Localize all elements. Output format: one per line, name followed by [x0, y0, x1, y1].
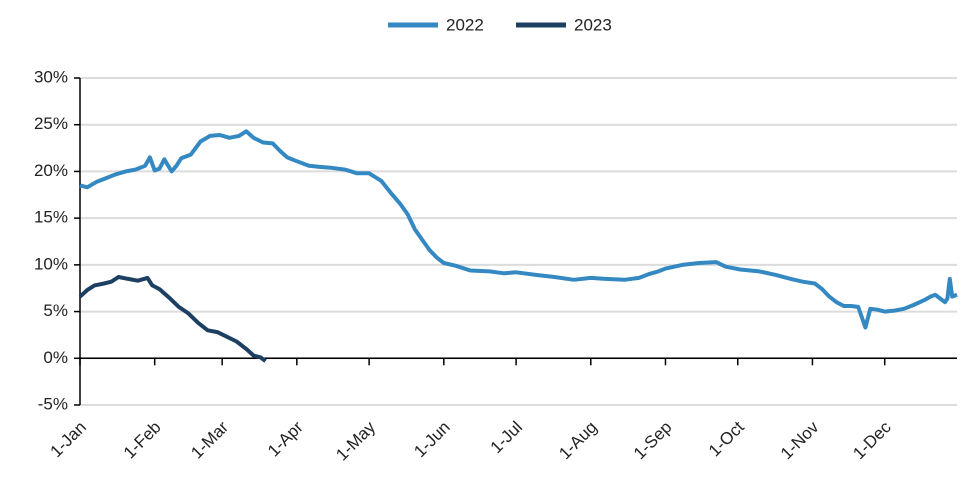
x-tick-label: 1-Sep [630, 418, 676, 464]
x-tick-label: 1-Aug [555, 418, 601, 464]
x-tick-label: 1-Jan [46, 418, 90, 462]
y-tick-label: -5% [38, 394, 68, 413]
x-tick-label: 1-Apr [264, 417, 307, 460]
legend-label: 2022 [446, 15, 484, 34]
x-tick-label: 1-May [332, 417, 379, 464]
y-tick-label: 30% [34, 67, 68, 86]
x-tick-label: 1-Jul [487, 418, 526, 457]
y-tick-label: 15% [34, 208, 68, 227]
x-tick-label: 1-Feb [120, 418, 165, 463]
y-tick-label: 5% [43, 301, 68, 320]
legend-label: 2023 [574, 15, 612, 34]
y-tick-label: 10% [34, 254, 68, 273]
y-tick-label: 0% [43, 348, 68, 367]
x-tick-label: 1-Nov [777, 417, 823, 463]
x-tick-label: 1-Dec [849, 417, 895, 463]
y-tick-label: 25% [34, 114, 68, 133]
series-line [78, 275, 267, 363]
series-line [79, 129, 958, 330]
x-tick-label: 1-Mar [187, 417, 232, 462]
y-tick-label: 20% [34, 161, 68, 180]
x-tick-label: 1-Oct [705, 417, 748, 460]
x-tick-label: 1-Jun [410, 418, 454, 462]
